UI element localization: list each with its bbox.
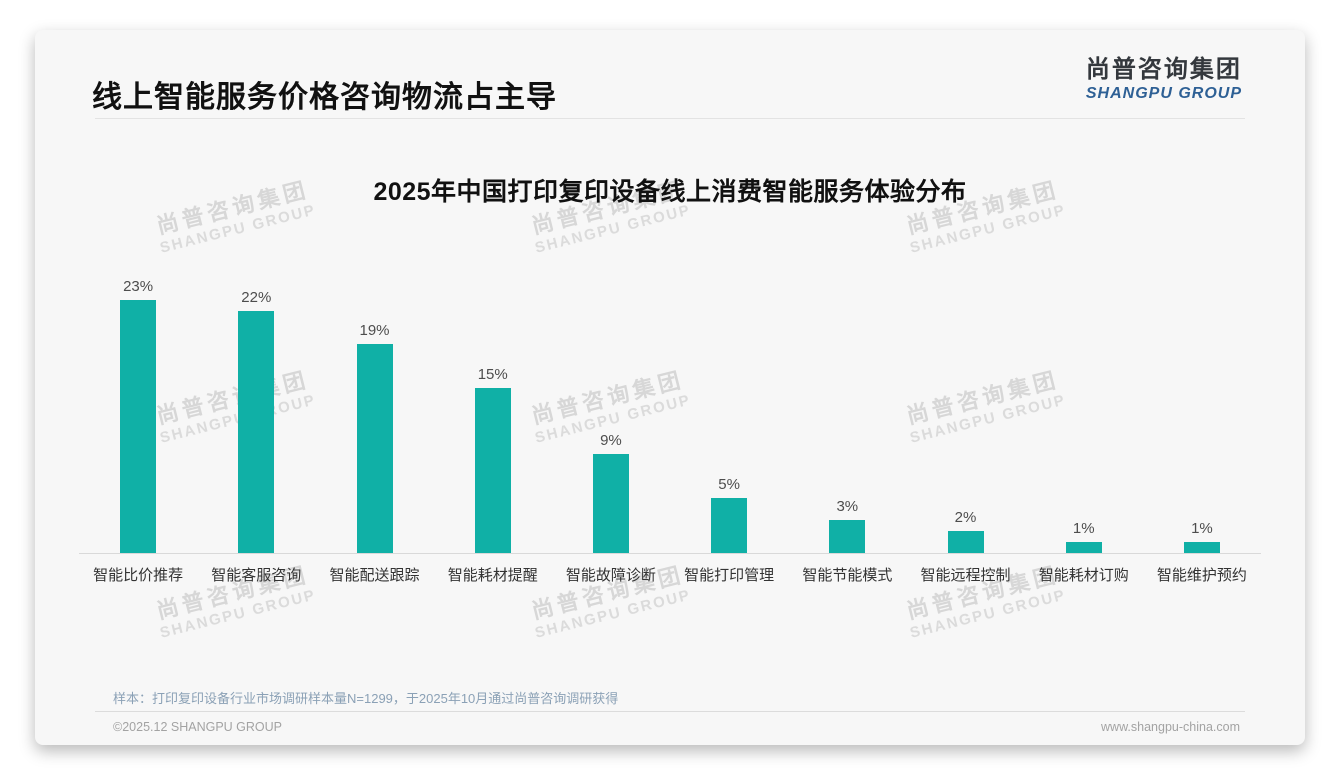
watermark-english-text: SHANGPU GROUP: [908, 586, 1068, 642]
bar: [474, 388, 511, 553]
x-axis-line: [79, 553, 1261, 554]
bar-column: 3%: [788, 273, 906, 553]
bar-column: 1%: [1025, 273, 1143, 553]
bar-chart-plot-area: 23% 22% 19% 15% 9% 5% 3% 2% 1% 1%: [79, 273, 1261, 553]
bar-value-label: 2%: [954, 509, 977, 526]
bar: [356, 344, 393, 553]
bar-column: 1%: [1143, 273, 1261, 553]
page-title: 线上智能服务价格咨询物流占主导: [92, 81, 557, 114]
slide-card: 线上智能服务价格咨询物流占主导 尚普咨询集团 SHANGPU GROUP 尚普咨…: [35, 30, 1305, 745]
x-axis-category-label: 智能客服咨询: [211, 567, 302, 584]
bar-value-label: 15%: [477, 366, 508, 383]
bar: [947, 531, 984, 553]
footer-copyright: ©2025.12 SHANGPU GROUP: [113, 720, 282, 734]
bar-value-label: 3%: [836, 498, 859, 515]
bar-value-label: 1%: [1191, 520, 1213, 537]
x-axis-category-label: 智能耗材订购: [1038, 567, 1129, 584]
bar-value-label: 1%: [1072, 520, 1095, 537]
x-axis-labels: 智能比价推荐 智能客服咨询 智能配送跟踪 智能耗材提醒 智能故障诊断 智能打印管理 智能节能…: [79, 564, 1261, 585]
x-axis-category-label: 智能远程控制: [920, 567, 1011, 584]
logo-chinese-name: 尚普咨询集团: [1085, 56, 1242, 83]
x-axis-category-label: 智能节能模式: [802, 567, 893, 584]
bar-column: 2%: [906, 273, 1024, 553]
footer-divider: [95, 711, 1245, 712]
sample-note: 样本：打印复印设备行业市场调研样本量N=1299，于2025年10月通过尚普咨询…: [113, 691, 619, 706]
x-axis-category-label: 智能维护预约: [1156, 567, 1247, 584]
bar-column: 22%: [197, 273, 315, 553]
bar: [120, 300, 157, 553]
header-divider: [95, 118, 1245, 119]
x-axis-category-label: 智能比价推荐: [93, 567, 184, 584]
bar-column: 9%: [552, 273, 670, 553]
bar-column: 15%: [434, 273, 552, 553]
company-logo: 尚普咨询集团 SHANGPU GROUP: [1086, 56, 1242, 103]
bar: [1183, 542, 1220, 553]
footer-website: www.shangpu-china.com: [1101, 720, 1240, 734]
watermark-english-text: SHANGPU GROUP: [158, 586, 318, 642]
x-axis-category-label: 智能故障诊断: [565, 567, 656, 584]
bar-value-label: 19%: [359, 322, 390, 339]
watermark-english-text: SHANGPU GROUP: [533, 586, 693, 642]
bar: [592, 454, 629, 553]
bar-column: 19%: [315, 273, 433, 553]
x-axis-category-label: 智能配送跟踪: [329, 567, 420, 584]
bar-value-label: 9%: [600, 432, 622, 449]
bar-value-label: 22%: [241, 289, 272, 306]
bar: [238, 311, 275, 553]
bar-column: 23%: [79, 273, 197, 553]
x-axis-category-label: 智能耗材提醒: [447, 567, 538, 584]
bar: [711, 498, 748, 553]
chart-title: 2025年中国打印复印设备线上消费智能服务体验分布: [373, 178, 967, 206]
bar-column: 5%: [670, 273, 788, 553]
bar-value-label: 5%: [718, 476, 740, 493]
bar-value-label: 23%: [123, 278, 154, 295]
logo-english-name: SHANGPU GROUP: [1085, 85, 1242, 102]
x-axis-category-label: 智能打印管理: [684, 567, 775, 584]
bar: [829, 520, 866, 553]
bar: [1065, 542, 1102, 553]
